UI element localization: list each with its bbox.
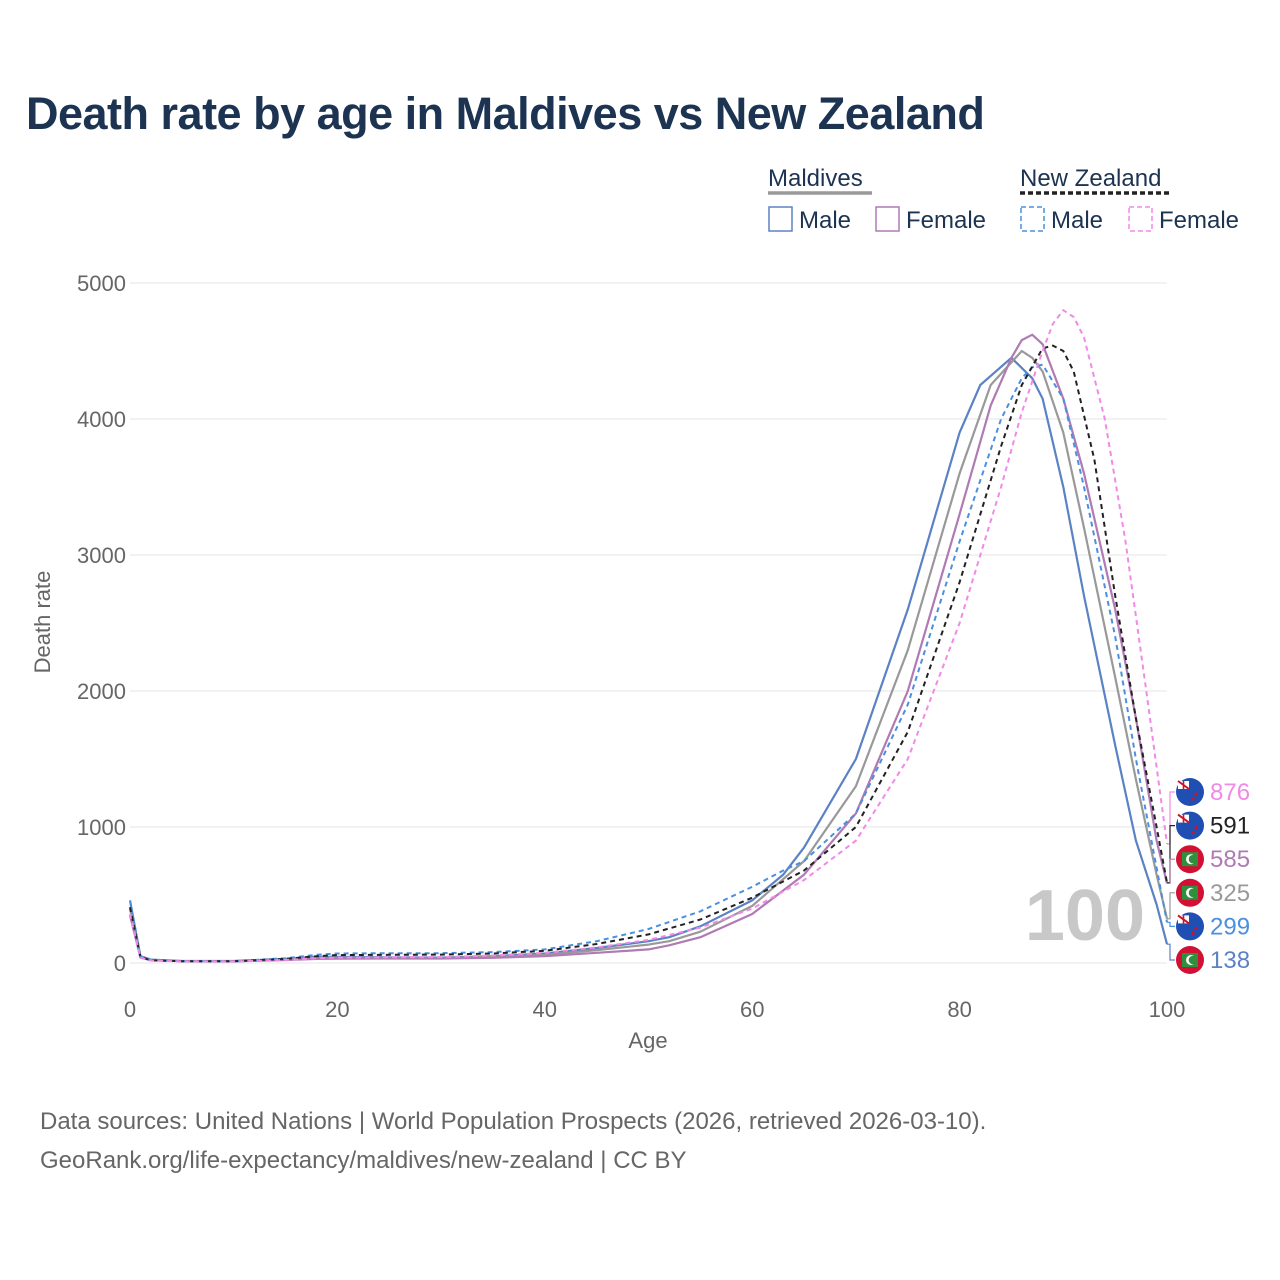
- end-label-connector: [1167, 943, 1175, 961]
- new-zealand-flag-icon: [1176, 912, 1204, 941]
- legend-item-label: Female: [1159, 207, 1239, 234]
- series-line-maldives-female: [128, 333, 1169, 963]
- legend-swatch: [875, 206, 900, 232]
- end-label-value: 591: [1210, 813, 1250, 840]
- end-label-value: 138: [1210, 947, 1250, 974]
- legend-swatch: [1020, 206, 1045, 232]
- legend-item-label: Female: [906, 207, 986, 234]
- source-url: GeoRank.org/life-expectancy/maldives/new…: [40, 1147, 687, 1174]
- series-line-new-zealand-female: [129, 309, 1168, 963]
- year-watermark-group: 100: [1025, 876, 1145, 956]
- new-zealand-flag-icon: [1176, 778, 1204, 806]
- end-label-connector: [1167, 921, 1175, 927]
- end-labels: 876 591 585 325 299 138: [1167, 778, 1250, 974]
- chart-title: Death rate by age in Maldives vs New Zea…: [26, 88, 985, 139]
- y-tick-label: 4000: [77, 407, 126, 432]
- end-label-value: 585: [1210, 846, 1250, 873]
- x-tick-label: 40: [533, 997, 557, 1022]
- source-citation: Data sources: United Nations | World Pop…: [40, 1108, 987, 1135]
- y-axis-title: Death rate: [30, 571, 55, 674]
- end-label-value: 325: [1210, 880, 1250, 907]
- y-tick-label: 1000: [77, 815, 126, 840]
- legend: Maldives New Zealand Male Female Male Female: [768, 165, 1239, 234]
- maldives-flag-icon: [1176, 878, 1204, 907]
- y-tick-label: 5000: [77, 271, 126, 296]
- x-tick-label: 0: [124, 997, 136, 1022]
- legend-group-label: Maldives: [768, 165, 863, 192]
- maldives-flag-icon: [1176, 946, 1204, 974]
- series-line-maldives-average: [128, 349, 1169, 963]
- end-label-connector: [1167, 791, 1175, 845]
- series-line-new-zealand-average: [129, 344, 1168, 963]
- y-tick-label: 3000: [77, 543, 126, 568]
- end-label-value: 299: [1210, 913, 1250, 940]
- x-axis-title: Age: [628, 1028, 667, 1053]
- new-zealand-flag-icon: [1176, 811, 1204, 840]
- series-line-maldives-male: [128, 356, 1169, 963]
- year-watermark: 100: [1025, 876, 1145, 956]
- series-lines: [128, 309, 1169, 963]
- legend-swatch: [768, 206, 793, 232]
- series-line-new-zealand-male: [129, 363, 1168, 963]
- maldives-flag-icon: [1176, 845, 1204, 874]
- y-tick-label: 2000: [77, 679, 126, 704]
- y-tick-label: 0: [114, 951, 126, 976]
- grid-lines: [130, 282, 1167, 964]
- legend-item-label: Male: [1051, 207, 1103, 234]
- end-label-connector: [1167, 825, 1175, 884]
- x-tick-label: 100: [1149, 997, 1186, 1022]
- legend-group-label: New Zealand: [1020, 165, 1161, 192]
- end-label-value: 876: [1210, 779, 1250, 806]
- x-tick-label: 20: [325, 997, 349, 1022]
- legend-item-label: Male: [799, 207, 851, 234]
- legend-swatch: [1128, 206, 1153, 232]
- end-label-connector: [1167, 892, 1175, 920]
- axis-labels: 0 1000 2000 3000 4000 5000 0 20 40 60 80 100 Age Deat…: [30, 271, 1185, 1053]
- x-tick-label: 80: [947, 997, 971, 1022]
- x-tick-label: 60: [740, 997, 764, 1022]
- end-label-connector: [1167, 858, 1175, 884]
